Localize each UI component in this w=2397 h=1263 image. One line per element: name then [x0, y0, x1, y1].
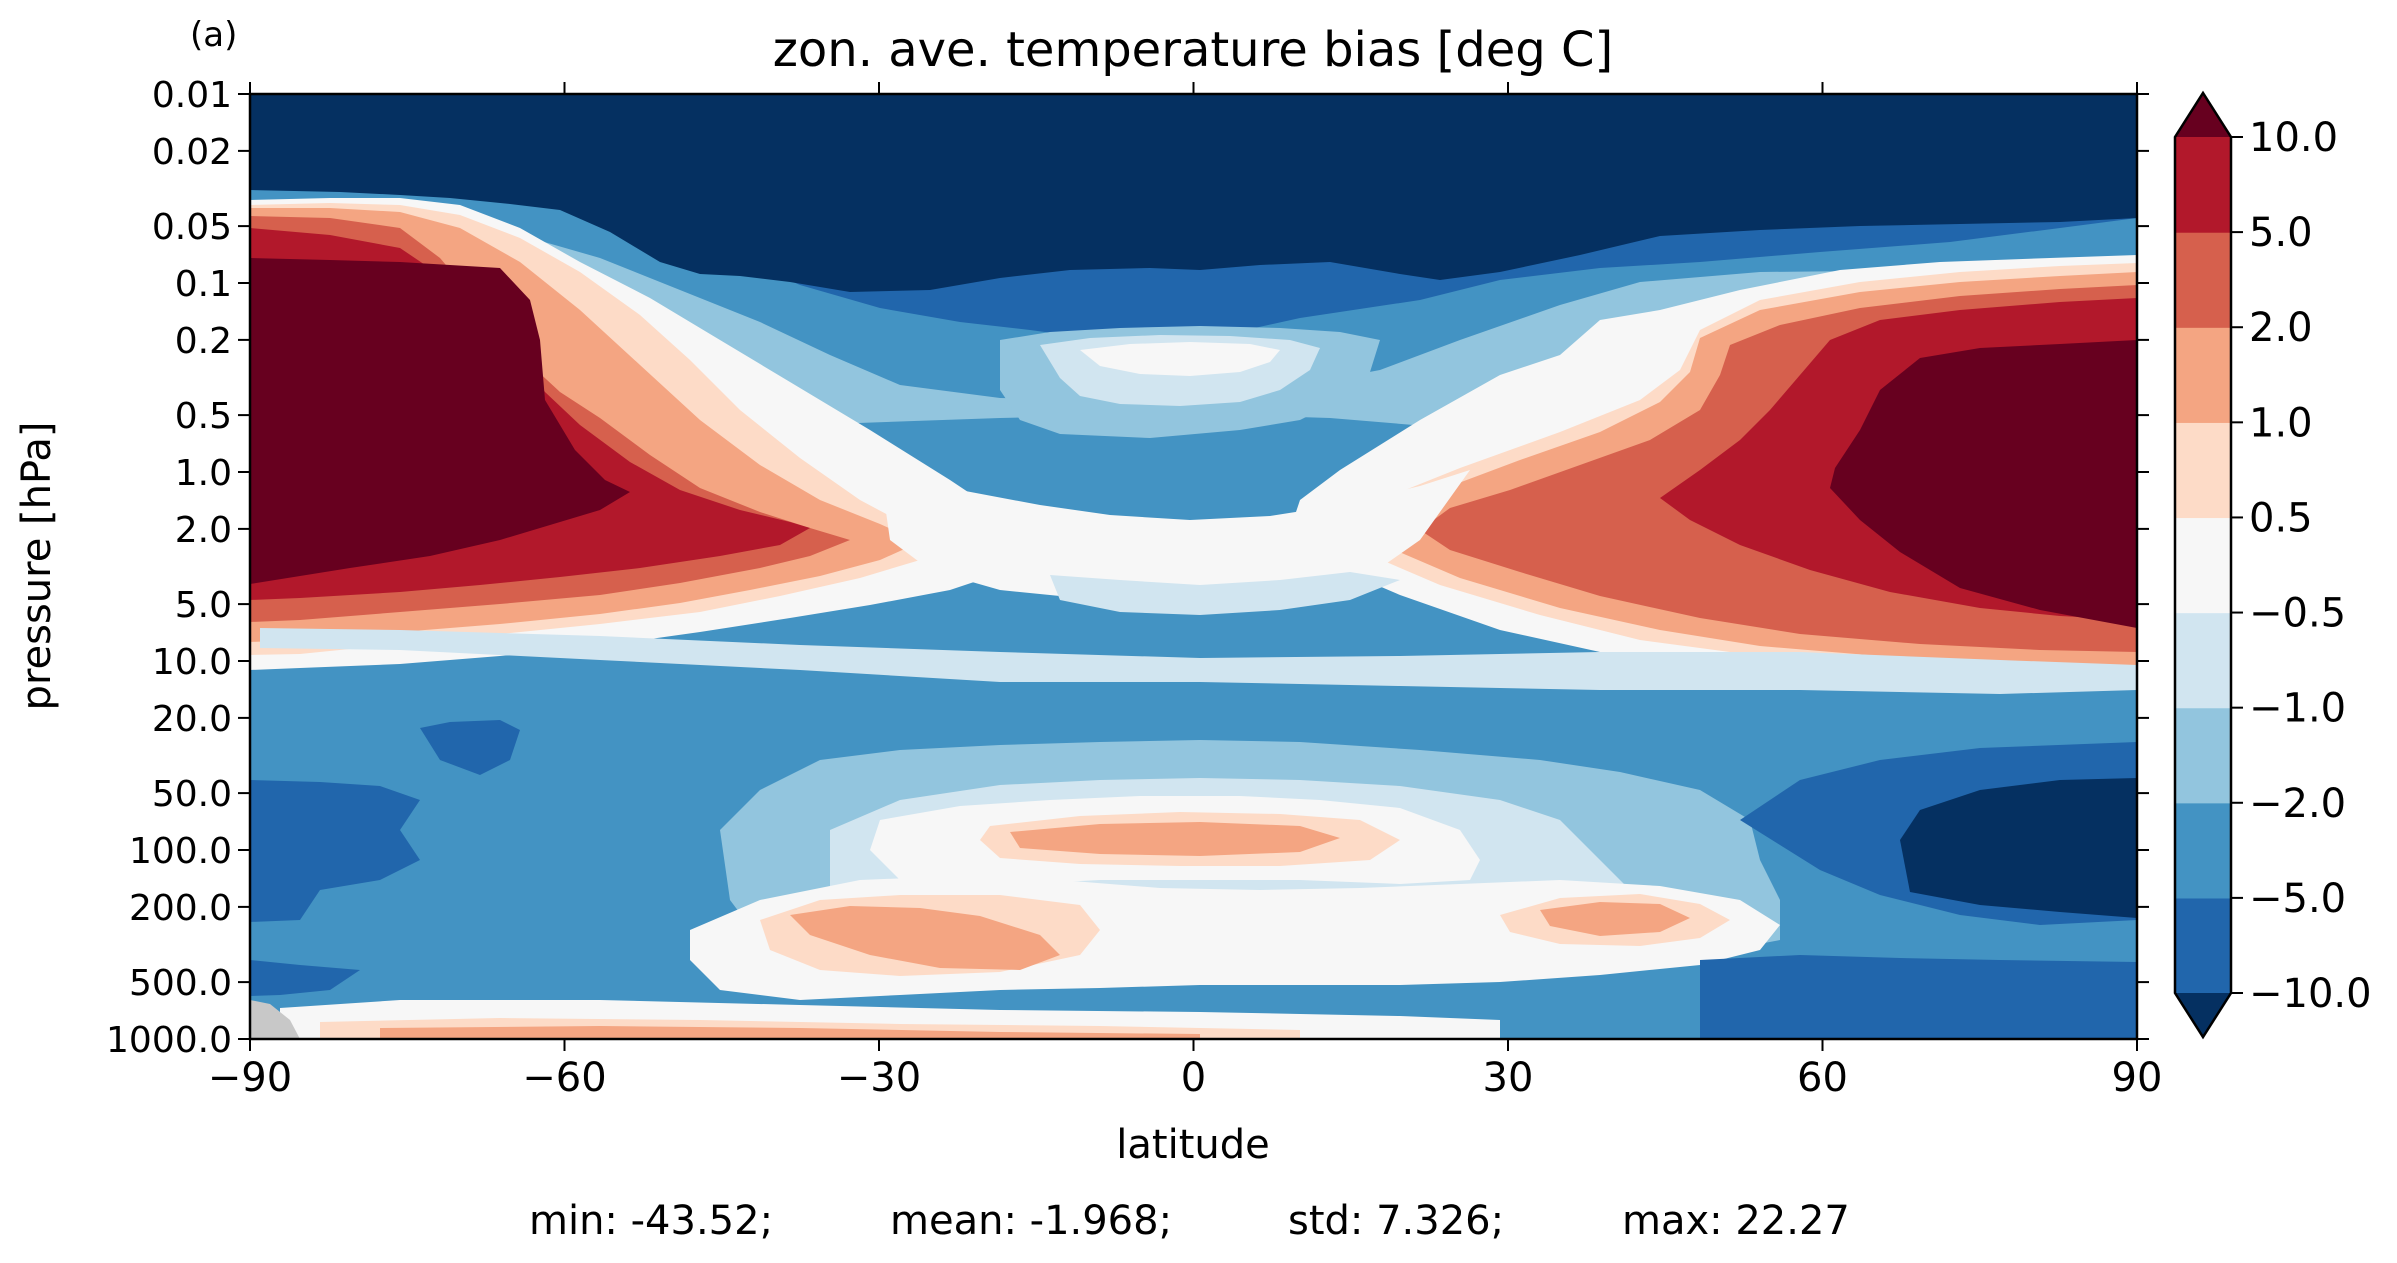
colorbar-tick-label: 10.0: [2249, 115, 2338, 161]
y-axis-label: pressure [hPa]: [14, 422, 60, 711]
colorbar-swatch: [2175, 802, 2231, 899]
x-tick-label: −30: [837, 1055, 921, 1101]
x-tick-label: −90: [208, 1055, 292, 1101]
stats-line: min: -43.52; mean: -1.968; std: 7.326; m…: [0, 1198, 2397, 1258]
colorbar-extend-min: [2175, 993, 2231, 1037]
colorbar-tick-label: −0.5: [2249, 591, 2346, 637]
colorbar: −10.0 −5.0 −2.0 −1.0 −0.5 0.5 1.0 2.0 5.0 10.0: [2173, 90, 2372, 1040]
stat-std: std: 7.326;: [1288, 1198, 1505, 1244]
contour-band-north-surface-dark: [1700, 955, 2137, 1039]
y-tick-label: 50.0: [152, 774, 232, 815]
contour-band-stratospheric-cool: [260, 628, 2137, 694]
colorbar-swatch: [2175, 707, 2231, 804]
stat-mean: mean: -1.968;: [890, 1198, 1173, 1244]
colorbar-swatch: [2175, 232, 2231, 328]
colorbar-tick-label: 5.0: [2249, 210, 2313, 256]
contour-band-tropopause-warm: [1010, 822, 1340, 856]
y-tick-label: 1000.0: [106, 1020, 232, 1061]
y-tick-label: 1.0: [175, 453, 232, 494]
y-tick-label: 0.2: [175, 321, 232, 362]
chart-title: zon. ave. temperature bias [deg C]: [773, 22, 1614, 78]
contour-field: [250, 94, 2137, 1039]
colorbar-tick-label: −1.0: [2249, 686, 2346, 732]
y-tick-label: 0.1: [175, 264, 232, 305]
y-tick-label: 0.05: [152, 207, 232, 248]
y-tick-label: 10.0: [152, 642, 232, 683]
contour-band-north-deep: [1830, 340, 2137, 628]
contour-band-cross-neutral: [880, 470, 1470, 600]
colorbar-extend-max: [2175, 93, 2231, 137]
colorbar-tick-label: −5.0: [2249, 876, 2346, 922]
y-tick-label: 0.01: [152, 75, 232, 116]
x-tick-label: −60: [522, 1055, 606, 1101]
colorbar-swatch: [2175, 327, 2231, 423]
colorbar-tick-label: 1.0: [2249, 400, 2313, 446]
colorbar-swatch: [2175, 897, 2231, 994]
panel-label: (a): [190, 15, 237, 55]
contour-band-southern-speckle: [420, 720, 520, 775]
x-tick-label: 60: [1797, 1055, 1848, 1101]
contour-band-south-lower-dark: [250, 780, 420, 922]
colorbar-tick-label: 0.5: [2249, 495, 2313, 541]
y-tick-label: 100.0: [129, 831, 232, 872]
y-tick-label: 0.02: [152, 132, 232, 173]
x-tick-label: 30: [1483, 1055, 1534, 1101]
y-tick-label: 200.0: [129, 888, 232, 929]
contour-band-north-subtropical-warm: [1540, 902, 1690, 936]
contour-band-tropical-tongue-neutral: [1080, 342, 1280, 376]
contour-band-south-deep: [250, 258, 630, 584]
contour-band-surface-warm: [380, 1026, 1200, 1039]
y-tick-label: 20.0: [152, 699, 232, 740]
x-tick-label: 90: [2112, 1055, 2163, 1101]
colorbar-swatch: [2175, 517, 2231, 614]
contour-band-surface-missing: [250, 1000, 300, 1039]
contour-band-south-subtropical-warm: [790, 906, 1060, 970]
contour-band-upper-darkest: [250, 94, 2137, 292]
colorbar-tick-label: −2.0: [2249, 781, 2346, 827]
colorbar-swatch: [2175, 422, 2231, 519]
x-tick-label: 0: [1181, 1055, 1206, 1101]
y-tick-label: 2.0: [175, 510, 232, 551]
colorbar-swatch: [2175, 612, 2231, 709]
contour-band-north-lower-darkest: [1900, 778, 2137, 918]
stat-max: max: 22.27: [1622, 1198, 1850, 1244]
y-tick-label: 0.5: [175, 396, 232, 437]
x-axis-label: latitude: [1116, 1122, 1269, 1168]
y-tick-label: 5.0: [175, 585, 232, 626]
y-tick-label: 500.0: [129, 963, 232, 1004]
stat-min: min: -43.52;: [529, 1198, 774, 1244]
y-axis: 0.01 0.02 0.05 0.1 0.2 0.5 1.0 2.0 5.0 10.0 20.0 50…: [106, 75, 2149, 1061]
colorbar-swatch: [2175, 137, 2231, 233]
contour-band-core-faint: [1050, 572, 1400, 615]
contour-band-south-polar-surface: [250, 960, 360, 996]
colorbar-tick-label: 2.0: [2249, 305, 2313, 351]
x-axis: −90 −60 −30 0 30 60 90: [208, 82, 2163, 1101]
colorbar-tick-label: −10.0: [2249, 971, 2372, 1017]
